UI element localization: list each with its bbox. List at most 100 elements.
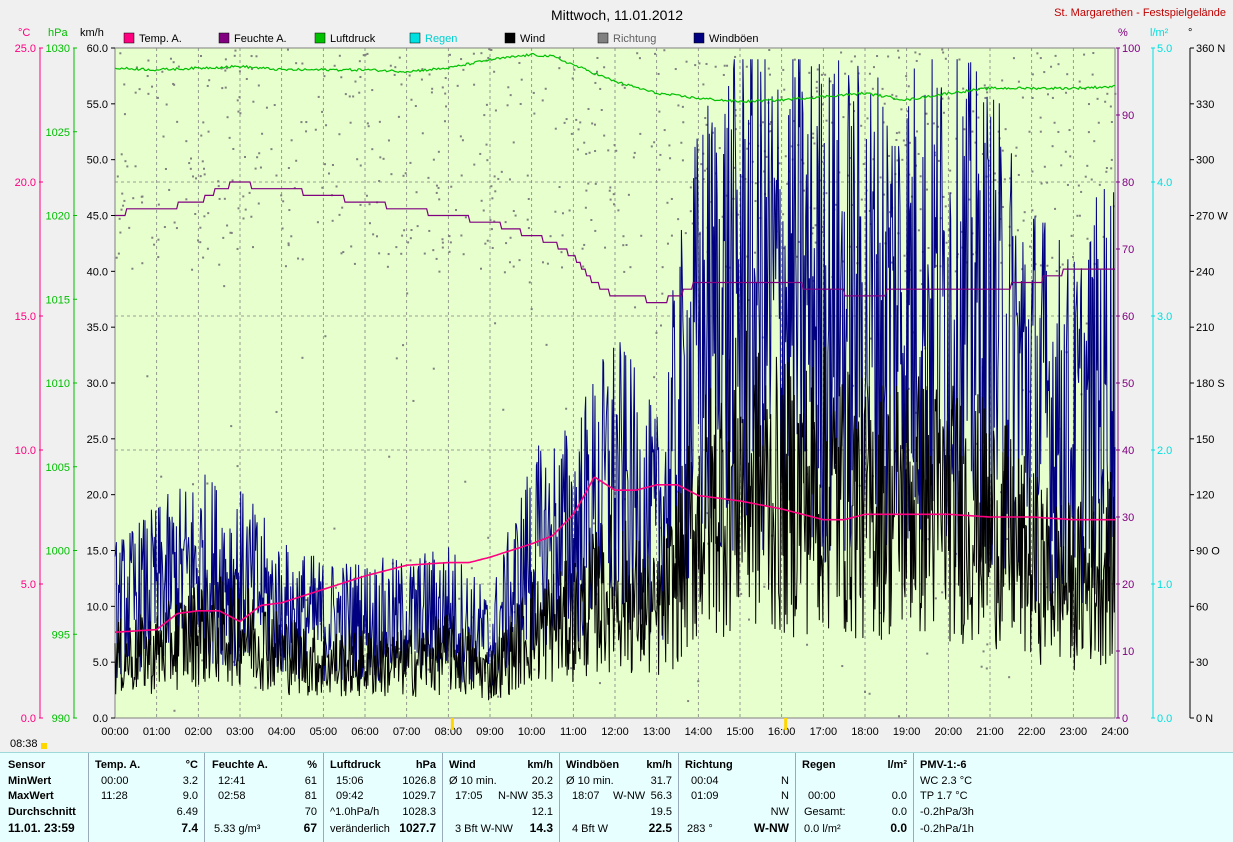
direction-point <box>430 91 433 94</box>
direction-point <box>623 86 626 89</box>
direction-point <box>841 665 844 668</box>
direction-point <box>512 141 515 144</box>
direction-point <box>229 231 232 234</box>
direction-point <box>505 242 508 245</box>
direction-point <box>1091 73 1094 76</box>
direction-point <box>986 643 989 646</box>
direction-point <box>812 226 815 229</box>
direction-point <box>323 163 326 166</box>
direction-point <box>1022 219 1025 222</box>
direction-point <box>378 120 381 123</box>
direction-point <box>162 135 165 138</box>
direction-point <box>1028 245 1031 248</box>
direction-point <box>371 89 374 92</box>
direction-point <box>288 209 291 212</box>
direction-point <box>295 62 298 65</box>
pressure-tick-label: 1015 <box>46 294 70 306</box>
direction-point <box>297 257 300 260</box>
direction-point <box>250 55 253 58</box>
direction-point <box>661 266 664 269</box>
direction-point <box>754 182 757 185</box>
direction-point <box>1114 92 1117 95</box>
direction-point <box>230 231 233 234</box>
direction-point <box>695 177 698 180</box>
direction-point <box>503 271 506 274</box>
direction-point <box>703 169 706 172</box>
gusts-min: 31.7 <box>650 775 672 787</box>
direction-point <box>340 252 343 255</box>
direction-point <box>223 197 226 200</box>
humidity-tick-label: 40 <box>1122 445 1134 457</box>
direction-point <box>1050 65 1053 68</box>
direction-point <box>207 212 210 215</box>
direction-point <box>811 232 814 235</box>
direction-point <box>763 170 766 173</box>
direction-point <box>793 58 796 61</box>
direction-point <box>364 53 367 56</box>
direction-point <box>200 134 203 137</box>
chart-series <box>114 52 1116 633</box>
pressure-state: veränderlich <box>330 823 390 835</box>
direction-point <box>1039 57 1042 60</box>
direction-point <box>490 48 493 51</box>
wind-max: 35.3 <box>531 790 553 802</box>
direction-point <box>1110 167 1113 170</box>
direction-point <box>916 130 919 133</box>
direction-point <box>932 122 935 125</box>
stats-col-pressure: Luftdruck hPa 15:06 1026.8 09:42 1029.7 … <box>324 753 443 842</box>
direction-point <box>1090 178 1093 181</box>
direction-point <box>518 61 521 64</box>
direction-point <box>464 480 467 483</box>
direction-point <box>942 111 945 114</box>
direction-point <box>458 597 461 600</box>
wind-avg: 12.1 <box>531 806 553 818</box>
direction-point <box>254 167 257 170</box>
direction-point <box>223 285 226 288</box>
direction-point <box>444 77 447 80</box>
direction-point <box>287 244 290 247</box>
direction-point <box>982 650 985 653</box>
direction-point <box>853 55 856 58</box>
direction-point <box>860 198 863 201</box>
direction-point <box>340 76 343 79</box>
direction-point <box>350 245 353 248</box>
direction-point <box>1064 150 1067 153</box>
direction-point <box>985 667 988 670</box>
direction-point <box>225 67 228 70</box>
direction-point <box>160 475 163 478</box>
direction-point <box>840 51 843 54</box>
direction-point <box>740 592 743 595</box>
direction-point <box>803 189 806 192</box>
direction-point <box>507 86 510 89</box>
pressure-tick-label: 995 <box>52 629 70 641</box>
direction-point <box>334 586 337 589</box>
direction-point <box>883 193 886 196</box>
direction-point <box>255 55 258 58</box>
direction-point <box>438 198 441 201</box>
direction-point <box>244 155 247 158</box>
direction-point <box>379 156 382 159</box>
direction-point <box>939 217 942 220</box>
direction-point <box>905 75 908 78</box>
direction-point <box>1087 131 1090 134</box>
direction-point <box>941 48 944 51</box>
direction-point <box>780 96 783 99</box>
direction-point <box>508 178 511 181</box>
direction-point <box>239 112 242 115</box>
statistics-panel: Sensor MinWert MaxWert Durchschnitt 11.0… <box>0 752 1233 842</box>
direction-point <box>681 159 684 162</box>
direction-point <box>714 65 717 68</box>
direction-point <box>754 251 757 254</box>
direction-point <box>354 80 357 83</box>
direction-point <box>1058 427 1061 430</box>
direction-point <box>820 73 823 76</box>
direction-point <box>305 130 308 133</box>
direction-point <box>333 527 336 530</box>
direction-point <box>769 121 772 124</box>
direction-point <box>687 700 690 703</box>
direction-point <box>416 225 419 228</box>
direction-point <box>224 86 227 89</box>
stats-col-pmv: PMV-1:-6 WC 2.3 °C TP 1.7 °C -0.2hPa/3h … <box>914 753 1233 842</box>
direction-point <box>402 174 405 177</box>
row-min: MinWert <box>8 775 52 787</box>
